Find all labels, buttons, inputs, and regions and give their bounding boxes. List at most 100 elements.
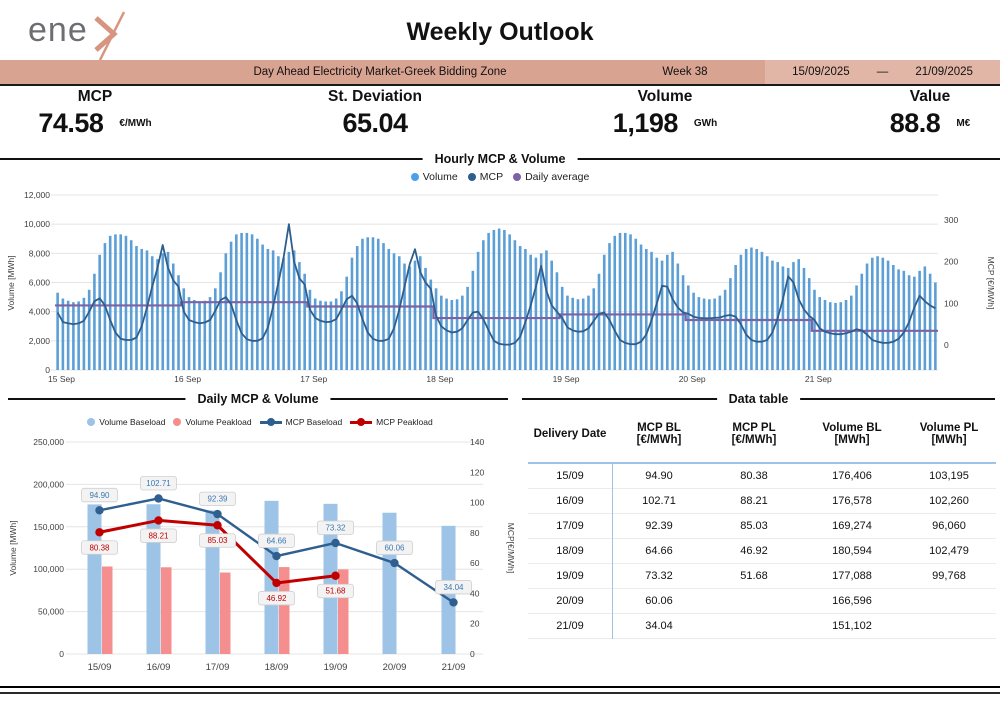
volume-bar bbox=[93, 273, 96, 370]
table-row[interactable]: 21/09 34.04 151,102 bbox=[528, 614, 996, 639]
table-header-cell[interactable]: Volume PL [MWh] bbox=[919, 422, 979, 446]
kpi-label: MCP bbox=[77, 88, 113, 105]
legend-item-daily-average[interactable]: Daily average bbox=[513, 171, 589, 183]
axis-tick-label: 150,000 bbox=[33, 522, 64, 532]
volume-peakload-bar bbox=[161, 567, 172, 654]
volume-bar bbox=[676, 263, 680, 370]
kpi-value: 65.04 bbox=[342, 108, 408, 138]
volume-peakload-bar bbox=[102, 566, 113, 654]
volume-bar bbox=[529, 254, 532, 370]
kpi-label: Volume bbox=[637, 88, 693, 105]
table-header-cell[interactable]: Volume BL [MWh] bbox=[822, 422, 882, 446]
data-table[interactable]: Delivery Date MCP BL [€/MWh] MCP PL [€/MWh] V… bbox=[528, 412, 996, 639]
volume-bar bbox=[114, 234, 117, 370]
week-label: Week 38 bbox=[662, 66, 708, 78]
data-label-box bbox=[317, 520, 354, 535]
table-cell: 102,260 bbox=[929, 495, 969, 507]
axis-tick-label: 0 bbox=[470, 649, 475, 659]
table-header-cell[interactable]: MCP PL [€/MWh] bbox=[731, 422, 777, 446]
legend-label: Volume Peakload bbox=[185, 417, 252, 427]
table-row[interactable]: 17/09 92.39 85.03 169,274 96,060 bbox=[528, 514, 996, 539]
data-label: 60.06 bbox=[384, 544, 405, 553]
volume-bar bbox=[692, 292, 695, 370]
volume-bar bbox=[203, 300, 207, 370]
kpi-label: St. Deviation bbox=[328, 88, 422, 105]
daily-mcp-volume-chart[interactable]: 0 50,000 100,000 150,000 200,000 250,000 94.90… bbox=[0, 430, 520, 692]
table-cell: 177,088 bbox=[832, 570, 872, 582]
volume-bar bbox=[187, 297, 191, 370]
table-row[interactable]: 18/09 64.66 46.92 180,594 102,479 bbox=[528, 539, 996, 564]
table-row[interactable]: 16/09 102.71 88.21 176,578 102,260 bbox=[528, 489, 996, 514]
axis-tick-label: 200,000 bbox=[33, 479, 64, 489]
mcp-peakload-marker bbox=[154, 516, 163, 525]
kpi-label: Value bbox=[909, 88, 951, 105]
data-table-title-text: Data table bbox=[716, 391, 801, 406]
axis-tick-label: 6,000 bbox=[29, 278, 51, 288]
volume-bar bbox=[592, 288, 596, 370]
volume-bar bbox=[192, 300, 196, 370]
volume-bar bbox=[77, 301, 80, 370]
volume-bar bbox=[418, 256, 422, 370]
legend-item-volume-peakload[interactable]: Volume Peakload bbox=[173, 417, 252, 427]
volume-bar bbox=[56, 292, 59, 370]
table-cell: 94.90 bbox=[645, 470, 673, 482]
volume-bar bbox=[366, 237, 370, 370]
mcp-baseload-marker bbox=[390, 558, 399, 568]
x-axis-category-label: 16/09 bbox=[147, 662, 171, 673]
table-cell: 17/09 bbox=[556, 520, 584, 532]
volume-bar bbox=[413, 260, 417, 370]
x-axis-category-label: 15/09 bbox=[88, 662, 112, 673]
legend-item-volume-baseload[interactable]: Volume Baseload bbox=[87, 417, 165, 427]
legend-item-volume[interactable]: Volume bbox=[410, 171, 458, 183]
volume-bar bbox=[124, 235, 128, 370]
table-row[interactable]: 19/09 73.32 51.68 177,088 99,768 bbox=[528, 564, 996, 589]
volume-bar bbox=[287, 251, 291, 370]
table-body: 15/09 94.90 80.38 176,406 103,195 16/09 102.71… bbox=[528, 464, 996, 639]
volume-bar bbox=[697, 297, 701, 370]
legend-label: MCP bbox=[479, 171, 504, 183]
axis-tick-label: 100,000 bbox=[33, 564, 64, 574]
table-cell: 166,596 bbox=[832, 595, 872, 607]
axis-tick-label: 300 bbox=[944, 215, 958, 225]
table-column-divider bbox=[612, 464, 613, 639]
axis-tick-label: 140 bbox=[470, 437, 484, 447]
volume-bar bbox=[744, 248, 748, 370]
table-header-cell[interactable]: MCP BL [€/MWh] bbox=[636, 422, 682, 446]
table-row[interactable]: 15/09 94.90 80.38 176,406 103,195 bbox=[528, 464, 996, 489]
table-cell: 51.68 bbox=[740, 570, 768, 582]
table-cell: 60.06 bbox=[645, 595, 673, 607]
volume-bar bbox=[166, 251, 170, 370]
legend-item-mcp[interactable]: MCP bbox=[467, 171, 504, 183]
volume-bar bbox=[324, 301, 327, 370]
volume-bar bbox=[334, 298, 338, 370]
mcp-baseload-marker bbox=[272, 551, 281, 561]
hourly-mcp-volume-chart[interactable]: 0 2,000 4,000 6,000 8,000 10,000 12,000 0 100 200… bbox=[0, 188, 1000, 390]
volume-bar bbox=[708, 299, 711, 370]
volume-bar bbox=[555, 272, 559, 370]
legend-item-mcp-peakload[interactable]: MCP Peakload bbox=[350, 417, 433, 427]
axis-tick-label: 20 bbox=[470, 619, 480, 629]
legend-item-mcp-baseload[interactable]: MCP Baseload bbox=[259, 417, 342, 427]
x-axis-category-label: 17/09 bbox=[206, 662, 230, 673]
date-to: 21/09/2025 bbox=[915, 66, 973, 78]
volume-bar bbox=[765, 256, 769, 370]
table-row[interactable]: 20/09 60.06 166,596 bbox=[528, 589, 996, 614]
legend-label: MCP Peakload bbox=[376, 417, 433, 427]
data-label-box bbox=[199, 533, 236, 548]
volume-bar bbox=[834, 302, 837, 370]
mcp-baseload-marker bbox=[213, 509, 222, 519]
volume-bar bbox=[156, 259, 159, 370]
axis-tick-label: 2,000 bbox=[29, 336, 51, 346]
legend-dot-icon bbox=[467, 173, 476, 181]
hourly-volume-bars[interactable] bbox=[56, 228, 937, 370]
volume-bar bbox=[308, 289, 312, 370]
volume-bar bbox=[403, 263, 406, 370]
x-axis-day-label: 19 Sep bbox=[553, 374, 580, 384]
volume-bar bbox=[671, 251, 674, 370]
table-header-cell[interactable]: Delivery Date bbox=[533, 428, 607, 440]
kpi-mcp: MCP 74.58 €/MWh bbox=[38, 88, 151, 139]
x-axis-day-label: 20 Sep bbox=[679, 374, 706, 384]
table-header-row: Delivery Date MCP BL [€/MWh] MCP PL [€/MWh] V… bbox=[528, 412, 996, 464]
volume-bar bbox=[82, 297, 86, 370]
volume-bar bbox=[256, 238, 259, 370]
